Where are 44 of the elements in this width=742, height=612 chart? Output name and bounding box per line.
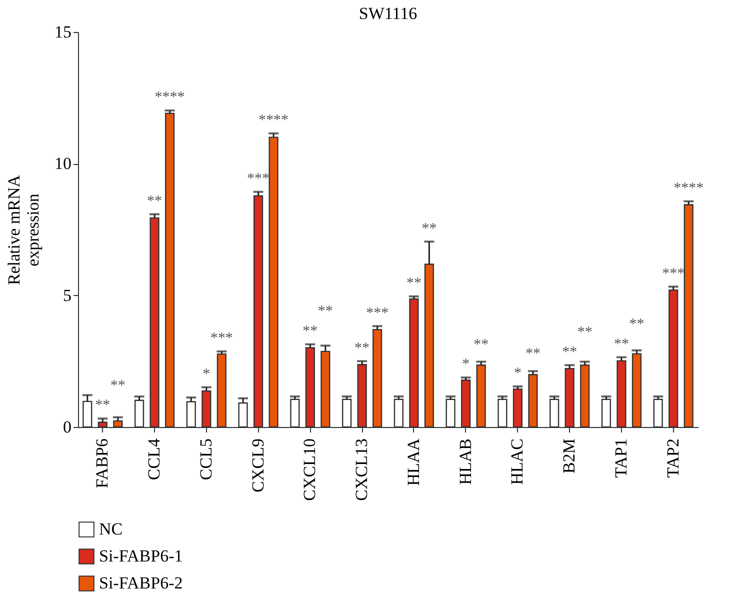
y-tick-label: 10 [54, 154, 72, 174]
x-tick-label: CCL4 [144, 438, 164, 480]
data-label: *** [210, 330, 233, 347]
legend-label: Si-FABP6-1 [99, 546, 183, 566]
data-label: ** [525, 346, 540, 362]
x-tick-label: CCL5 [196, 438, 216, 480]
data-label: **** [674, 180, 704, 196]
y-axis-title: Relative mRNA expression [4, 174, 42, 286]
data-label: ** [302, 323, 318, 340]
data-label: * [462, 356, 470, 373]
data-label: *** [662, 266, 685, 282]
data-label: ** [406, 276, 422, 292]
x-tick-label: TAP1 [611, 438, 630, 478]
x-tick-label: B2M [560, 438, 579, 474]
data-label: **** [258, 112, 289, 129]
legend-label: NC [99, 520, 123, 538]
chart-title: SW1116 [358, 4, 418, 23]
data-label: ** [474, 336, 489, 353]
x-tick-label: TAP2 [663, 438, 682, 478]
data-label: * [202, 366, 210, 382]
x-tick-label: CXCL9 [248, 438, 268, 492]
data-label: ** [354, 340, 370, 356]
data-label: ** [614, 336, 629, 352]
data-label: ** [147, 193, 162, 210]
data-label: ** [629, 316, 644, 333]
data-label: ** [95, 398, 110, 414]
x-tick-label: FABP6 [92, 438, 112, 488]
data-label: * [514, 366, 522, 382]
data-label: **** [154, 90, 185, 106]
data-label: ** [318, 304, 333, 320]
y-tick-label: 5 [63, 286, 72, 305]
data-label: ** [422, 220, 437, 237]
x-tick-label: CXCL10 [300, 438, 320, 501]
data-label: *** [366, 305, 389, 322]
data-label: ** [577, 324, 592, 341]
x-tick-label: HLAA [404, 438, 423, 486]
data-label: ** [562, 344, 578, 360]
x-tick-label: CXCL13 [352, 438, 372, 501]
legend-label: Si-FABP6-2 [99, 574, 183, 592]
y-tick-label: 0 [63, 418, 72, 436]
y-tick-label: 15 [54, 22, 72, 42]
x-tick-label: HLAC [508, 438, 527, 485]
x-tick-label: HLAB [456, 438, 475, 485]
data-label: ** [110, 378, 126, 394]
